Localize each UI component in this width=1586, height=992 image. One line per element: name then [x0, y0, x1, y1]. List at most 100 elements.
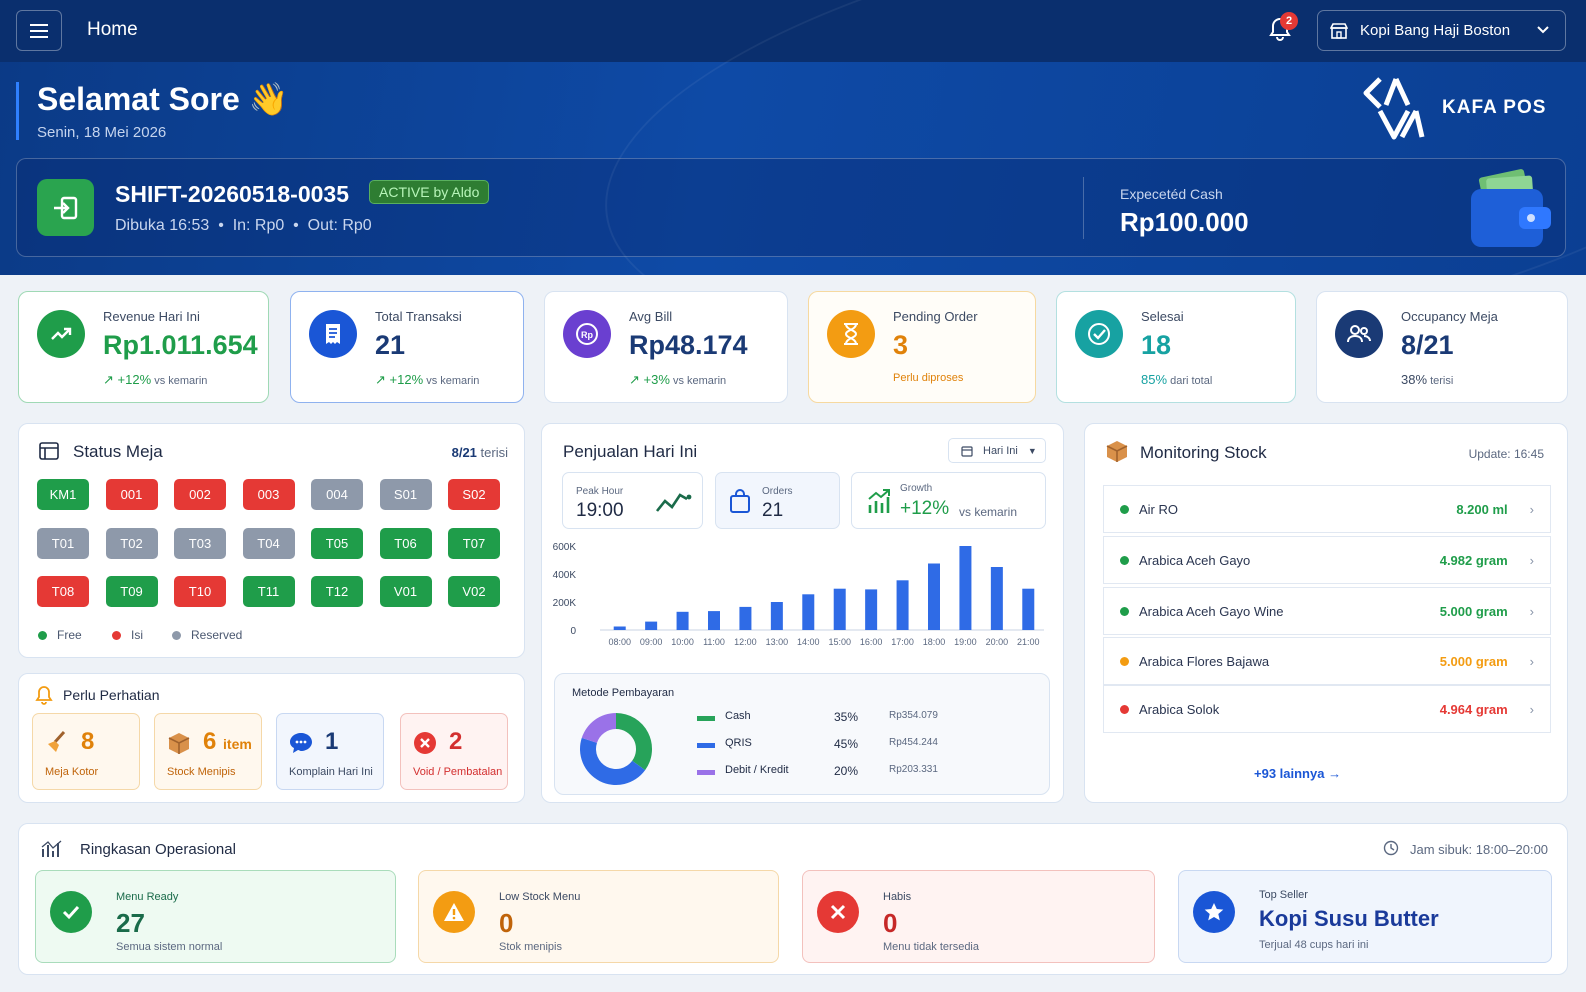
stat-card-avg-bill[interactable]: Rp Avg Bill Rp48.174 ↗ +3% vs kemarin: [544, 291, 788, 403]
chevron-down-icon: [1537, 26, 1549, 34]
table-t11[interactable]: T11: [242, 576, 295, 607]
donut-slice-debit-kredit: [581, 713, 616, 743]
alert-value: 8: [81, 728, 95, 755]
stat-card-pending[interactable]: Pending Order 3 Perlu diproses: [808, 291, 1036, 403]
alert-komplain[interactable]: 1 Komplain Hari Ini: [276, 713, 384, 790]
table-s01[interactable]: S01: [379, 479, 432, 510]
op-card-habis[interactable]: Habis 0 Menu tidak tersedia: [802, 870, 1155, 963]
panel-title: Penjualan Hari Ini: [563, 442, 698, 461]
table-t04[interactable]: T04: [242, 527, 295, 559]
table-t10[interactable]: T10: [174, 576, 226, 607]
legend-occupied: Isi: [112, 628, 143, 642]
payment-method-pct: 45%: [834, 737, 859, 751]
bar-15:00: [833, 588, 846, 630]
bar-growth-icon: [868, 489, 890, 513]
occupancy-summary: 8/21 terisi: [451, 445, 508, 460]
table-t03[interactable]: T03: [174, 527, 226, 559]
notification-button[interactable]: 2: [1268, 12, 1298, 44]
x-tick-label: 13:00: [766, 637, 789, 647]
alert-stock-menipis[interactable]: 6 item Stock Menipis: [154, 713, 262, 790]
warning-icon: [433, 891, 475, 933]
stat-value: 3: [893, 330, 909, 360]
close-icon: [817, 891, 859, 933]
alert-void[interactable]: 2 Void / Pembatalan: [400, 713, 508, 790]
users-icon: [1335, 310, 1383, 358]
table-t12[interactable]: T12: [311, 576, 363, 607]
op-label: Habis: [883, 891, 912, 903]
table-002[interactable]: 002: [174, 479, 226, 510]
op-value: 0: [499, 908, 514, 938]
legend-reserved: Reserved: [172, 628, 242, 642]
chevron-right-icon: ›: [1529, 552, 1534, 568]
stock-qty: 5.000 gram: [1439, 603, 1508, 619]
shopping-bag-icon: [730, 489, 750, 513]
legend-swatch: [697, 770, 715, 775]
x-tick-label: 08:00: [608, 637, 631, 647]
hamburger-menu-button[interactable]: [16, 10, 62, 51]
table-km1[interactable]: KM1: [37, 479, 89, 510]
stock-row[interactable]: Arabica Aceh Gayo 4.982 gram ›: [1103, 536, 1551, 584]
table-t06[interactable]: T06: [379, 527, 432, 559]
chevron-right-icon: ›: [1529, 653, 1534, 669]
page-title: Home: [87, 19, 138, 40]
panel-title: Perlu Perhatian: [63, 687, 160, 703]
store-selector[interactable]: Kopi Bang Haji Boston: [1317, 10, 1566, 51]
bar-08:00: [613, 626, 626, 630]
stat-card-completed[interactable]: Selesai 18 85% dari total: [1056, 291, 1296, 403]
table-s02[interactable]: S02: [448, 479, 500, 510]
table-t02[interactable]: T02: [105, 527, 158, 559]
stock-row[interactable]: Air RO 8.200 ml ›: [1103, 485, 1551, 533]
peak-hour-card: Peak Hour 19:00: [562, 472, 703, 529]
stock-status-dot: [1120, 504, 1129, 514]
table-003[interactable]: 003: [242, 479, 295, 510]
alert-label: Komplain Hari Ini: [289, 766, 373, 778]
table-001[interactable]: 001: [105, 479, 158, 510]
stat-label: Pending Order: [893, 309, 978, 324]
stat-card-transactions[interactable]: Total Transaksi 21 ↗ +12% vs kemarin: [290, 291, 524, 403]
op-card-top-seller[interactable]: Top Seller Kopi Susu Butter Terjual 48 c…: [1178, 870, 1552, 963]
alert-meja-kotor[interactable]: 8 Meja Kotor: [32, 713, 140, 790]
stock-row[interactable]: Arabica Aceh Gayo Wine 5.000 gram ›: [1103, 587, 1551, 635]
table-v02[interactable]: V02: [448, 576, 500, 607]
legend-swatch: [697, 743, 715, 748]
stat-label: Revenue Hari Ini: [103, 309, 200, 324]
stat-label: Occupancy Meja: [1401, 309, 1498, 324]
alert-label: Void / Pembatalan: [413, 766, 503, 778]
y-tick-label: 0: [570, 626, 576, 637]
y-tick-label: 600K: [553, 542, 577, 553]
op-card-low-stock[interactable]: Low Stock Menu 0 Stok menipis: [418, 870, 779, 963]
chevron-right-icon: ›: [1529, 501, 1534, 517]
legend-dot: [38, 630, 47, 640]
stat-delta: 85% dari total: [1141, 372, 1213, 387]
hero-banner: Home 2 Kopi Bang Haji Boston Selamat Sor…: [0, 0, 1586, 275]
greeting-date: Senin, 18 Mei 2026: [37, 124, 167, 141]
box-icon: [168, 733, 190, 754]
panel-title: Ringkasan Operasional: [80, 841, 236, 858]
show-more-link[interactable]: +93 lainnya →: [1254, 766, 1342, 781]
date-filter-dropdown[interactable]: Hari Ini ▼: [948, 438, 1046, 463]
x-tick-label: 21:00: [1017, 637, 1040, 647]
bar-17:00: [896, 580, 909, 630]
shift-card: SHIFT-20260518-0035 ACTIVE by Aldo Dibuk…: [16, 158, 1566, 257]
table-t05[interactable]: T05: [311, 527, 363, 559]
legend-swatch: [697, 716, 715, 721]
op-value: 0: [883, 908, 898, 938]
x-tick-label: 14:00: [797, 637, 820, 647]
table-t07[interactable]: T07: [448, 527, 500, 559]
op-card-menu-ready[interactable]: Menu Ready 27 Semua sistem normal: [35, 870, 396, 963]
table-t09[interactable]: T09: [105, 576, 158, 607]
x-tick-label: 15:00: [828, 637, 851, 647]
legend-dot: [112, 630, 121, 640]
table-t01[interactable]: T01: [37, 527, 89, 559]
stat-card-occupancy[interactable]: Occupancy Meja 8/21 38% terisi: [1316, 291, 1568, 403]
stock-row[interactable]: Arabica Flores Bajawa 5.000 gram ›: [1103, 637, 1551, 685]
stat-card-revenue[interactable]: Revenue Hari Ini Rp1.011.654 ↗ +12% vs k…: [18, 291, 269, 403]
stock-row[interactable]: Arabica Solok 4.964 gram ›: [1103, 685, 1551, 733]
payment-method-name: QRIS: [725, 737, 752, 749]
stock-status-dot: [1120, 656, 1129, 666]
table-004[interactable]: 004: [311, 479, 363, 510]
bar-19:00: [959, 546, 972, 630]
table-t08[interactable]: T08: [37, 576, 89, 607]
table-v01[interactable]: V01: [379, 576, 432, 607]
expected-cash-value: Rp100.000: [1120, 207, 1249, 237]
